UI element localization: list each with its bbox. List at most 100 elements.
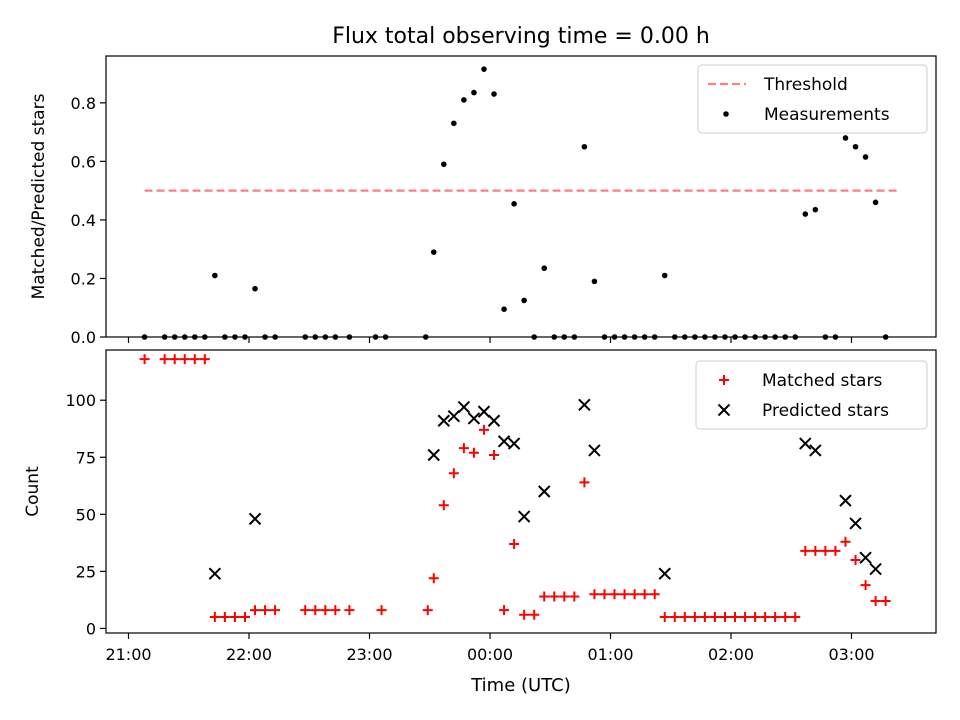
legend-label: Predicted stars (762, 401, 889, 421)
matched-point (330, 605, 341, 616)
measurement-point (732, 334, 738, 340)
matched-point (438, 500, 449, 511)
measurement-point (242, 334, 248, 340)
measurement-point (712, 334, 718, 340)
predicted-point (497, 435, 511, 448)
measurement-point (561, 334, 568, 340)
measurement-point (441, 161, 447, 168)
x-tick-label: 23:00 (346, 645, 392, 664)
measurement-point (581, 143, 588, 150)
measurement-point (651, 334, 658, 340)
measurement-point (491, 91, 497, 97)
matched-point (422, 605, 433, 616)
measurement-point (262, 334, 268, 340)
matched-point (780, 612, 791, 623)
matched-point (478, 424, 489, 435)
measurement-point (161, 334, 168, 340)
matched-point (179, 354, 190, 365)
predicted-point (208, 567, 222, 580)
matched-point (619, 589, 630, 600)
predicted-point (447, 409, 461, 423)
matched-point (579, 477, 590, 488)
matched-point (649, 589, 660, 600)
matched-point (850, 554, 861, 565)
measurement-point (312, 334, 319, 340)
measurement-point (601, 334, 608, 340)
bottom-panel: 0 25 50 75 100 Count 21:00 22:00 23:00 00:00 01:00… (23, 349, 937, 664)
matched-point (239, 612, 250, 623)
predicted-point (859, 551, 872, 564)
matched-point (250, 605, 261, 616)
measurement-point (742, 334, 748, 340)
y-tick-label: 50 (76, 505, 96, 524)
measurement-point (141, 334, 148, 340)
measurement-point (862, 154, 869, 160)
measurement-point (252, 285, 258, 292)
measurement-point (882, 334, 889, 340)
x-tick-label: 02:00 (708, 645, 754, 664)
matched-point (499, 605, 510, 616)
matched-point (260, 605, 271, 616)
matched-point (760, 612, 771, 623)
measurement-point (621, 334, 628, 340)
plot-frame (105, 349, 937, 634)
legend-matched-swatch (719, 375, 729, 385)
y-tick-label: 0.4 (71, 211, 96, 230)
matched-point (669, 612, 680, 623)
matched-point (300, 605, 311, 616)
matched-point (730, 612, 741, 623)
measurement-point (842, 135, 849, 141)
predicted-point (839, 494, 852, 507)
x-tick-label: 03:00 (828, 645, 874, 664)
matched-point (599, 589, 610, 600)
matched-point (790, 612, 801, 623)
matched-point (549, 591, 560, 602)
measurement-point (346, 334, 353, 340)
matched-point (270, 605, 281, 616)
measurement-point (222, 334, 228, 340)
measurement-point (692, 334, 698, 340)
measurement-point (682, 334, 688, 340)
measurement-point (332, 334, 339, 340)
measurement-point (782, 334, 789, 340)
y-tick-label: 0 (86, 619, 96, 638)
legend: Threshold Measurements (697, 64, 928, 134)
matched-point (699, 612, 710, 623)
measurement-point (641, 334, 648, 340)
matched-point (428, 573, 439, 584)
matched-point (559, 591, 570, 602)
y-axis-label: Count (23, 466, 43, 517)
measurement-point (372, 334, 379, 340)
matched-point (609, 589, 620, 600)
y-tick-label: 100 (65, 391, 96, 410)
measurement-point (481, 66, 487, 72)
measurement-point (272, 334, 278, 340)
predicted-point (248, 512, 262, 526)
predicted-point (658, 567, 671, 580)
measurement-point (232, 334, 238, 340)
y-tick-label: 0.6 (71, 152, 96, 171)
matched-point (740, 612, 751, 623)
predicted-point (538, 485, 551, 498)
measurement-point (181, 334, 188, 340)
matched-point (830, 545, 841, 556)
x-axis-label: Time (UTC) (470, 675, 571, 696)
predicted-point (849, 517, 862, 530)
x-tick-label: 21:00 (105, 645, 151, 664)
matched-point (810, 545, 821, 556)
x-tick-label: 00:00 (467, 645, 513, 664)
y-tick-label: 0.2 (71, 269, 96, 288)
matched-point (589, 589, 600, 600)
matched-point (709, 612, 720, 623)
measurement-point (772, 334, 778, 340)
matched-point (320, 605, 331, 616)
measurement-point (661, 272, 668, 279)
measurement-point (571, 334, 578, 340)
measurement-point (461, 97, 467, 103)
predicted-point (799, 437, 812, 450)
predicted-point (869, 562, 882, 576)
measurement-point (471, 89, 477, 96)
legend-label: Measurements (764, 105, 890, 125)
matched-point (458, 443, 469, 454)
matched-point (840, 536, 851, 547)
